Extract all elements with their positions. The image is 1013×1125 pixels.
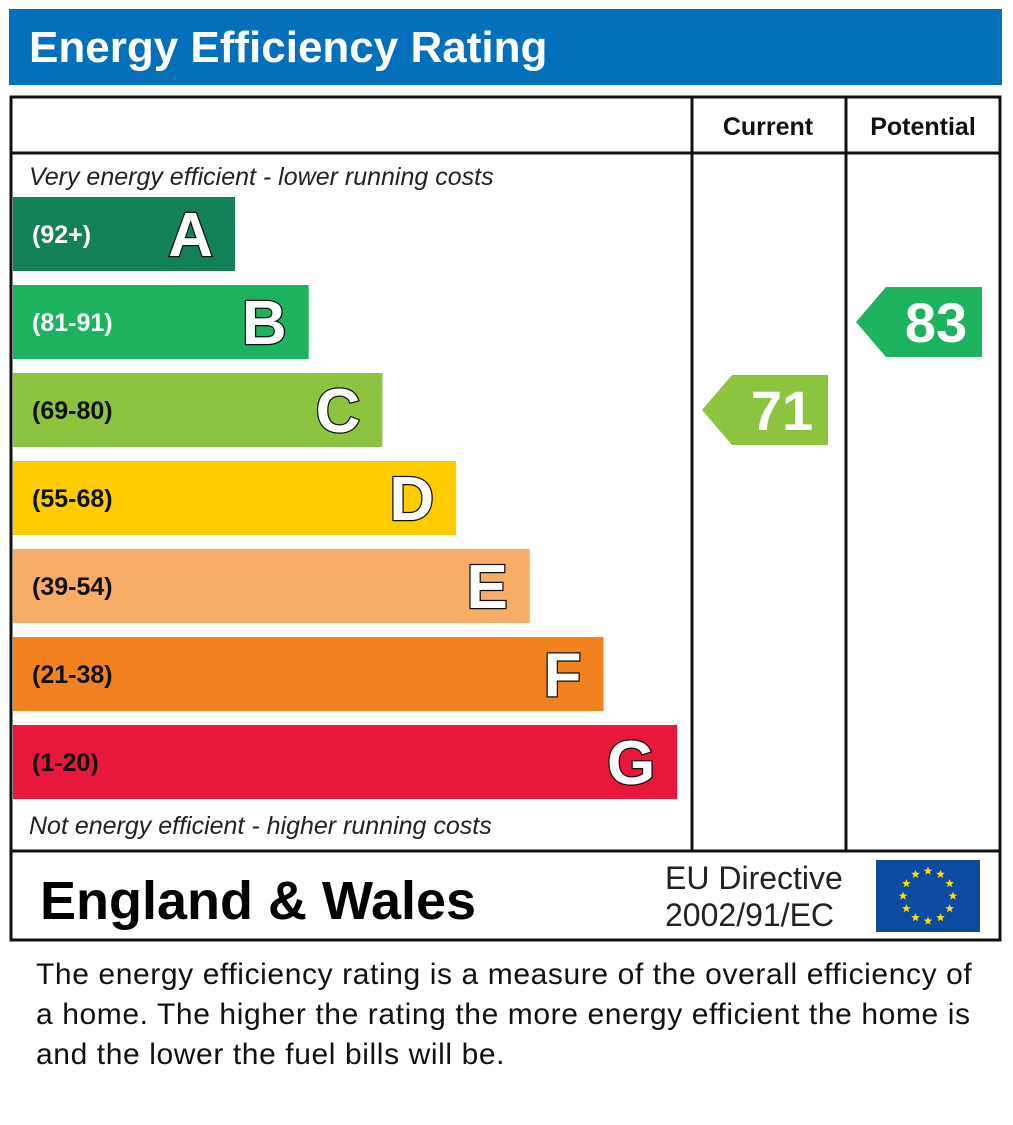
eu-star-icon <box>923 916 933 925</box>
band-g-range: (1-20) <box>32 749 99 777</box>
eu-star-icon <box>901 878 911 888</box>
column-header-potential: Potential <box>870 113 976 141</box>
band-g: (1-20) G <box>13 725 678 799</box>
eu-star-icon <box>945 878 955 888</box>
band-g-bar <box>13 725 678 799</box>
band-e-range: (39-54) <box>32 573 113 601</box>
eu-star-icon <box>901 903 911 913</box>
directive-line-2: 2002/91/EC <box>665 897 834 933</box>
score-indicators: 71 83 <box>702 287 982 445</box>
top-note: Very energy efficient - lower running co… <box>29 163 494 191</box>
epc-chart: Energy Efficiency Rating Current Potenti… <box>9 9 1002 942</box>
bottom-note: Not energy efficient - higher running co… <box>29 812 492 840</box>
band-e-bar <box>13 549 530 623</box>
band-e-letter: E <box>466 553 507 622</box>
band-f-bar <box>13 637 604 711</box>
band-f-letter: F <box>544 641 582 710</box>
eu-star-icon <box>945 903 955 913</box>
band-b-bar <box>13 285 309 359</box>
band-d: (55-68) D <box>13 461 457 535</box>
current-score-arrow <box>702 375 828 445</box>
eu-star-icon <box>898 891 908 900</box>
band-c: (69-80) C <box>13 373 383 447</box>
eu-star-icon <box>948 891 958 900</box>
band-b: (81-91) B <box>13 285 309 359</box>
eu-star-icon <box>936 913 945 922</box>
eu-star-icon <box>923 866 933 875</box>
eu-star-icon <box>911 913 920 922</box>
band-b-range: (81-91) <box>32 309 113 337</box>
chart-title: Energy Efficiency Rating <box>29 23 547 72</box>
description-text: The energy efficiency rating is a measur… <box>36 958 973 1071</box>
band-f: (21-38) F <box>13 637 604 711</box>
column-header-current: Current <box>723 113 814 141</box>
band-g-letter: G <box>607 729 655 798</box>
eu-star-icon <box>911 869 920 879</box>
band-c-letter: C <box>316 377 361 446</box>
band-a: (92+) A <box>13 197 235 271</box>
eu-star-icon <box>936 869 945 879</box>
directive-line-1: EU Directive <box>665 860 843 896</box>
current-score: 71 <box>702 375 828 445</box>
eu-flag-icon <box>876 860 980 932</box>
potential-score: 83 <box>856 287 982 357</box>
band-a-letter: A <box>168 201 213 270</box>
band-d-letter: D <box>389 465 434 534</box>
band-e: (39-54) E <box>13 549 530 623</box>
potential-score-value: 83 <box>905 291 967 354</box>
band-c-range: (69-80) <box>32 397 113 425</box>
chart-frame <box>9 95 1002 942</box>
potential-score-arrow <box>856 287 982 357</box>
band-a-bar <box>13 197 235 271</box>
band-a-range: (92+) <box>32 221 91 249</box>
current-score-value: 71 <box>751 379 813 442</box>
band-b-letter: B <box>242 289 287 358</box>
band-d-range: (55-68) <box>32 485 113 513</box>
band-f-range: (21-38) <box>32 661 113 689</box>
band-d-bar <box>13 461 457 535</box>
rating-bands: (92+) A (81-91) B (69-80) C (55-68) D (39-54) E (2… <box>13 197 678 799</box>
title-bar <box>9 9 1002 85</box>
region-label: England & Wales <box>40 871 476 931</box>
band-c-bar <box>13 373 383 447</box>
